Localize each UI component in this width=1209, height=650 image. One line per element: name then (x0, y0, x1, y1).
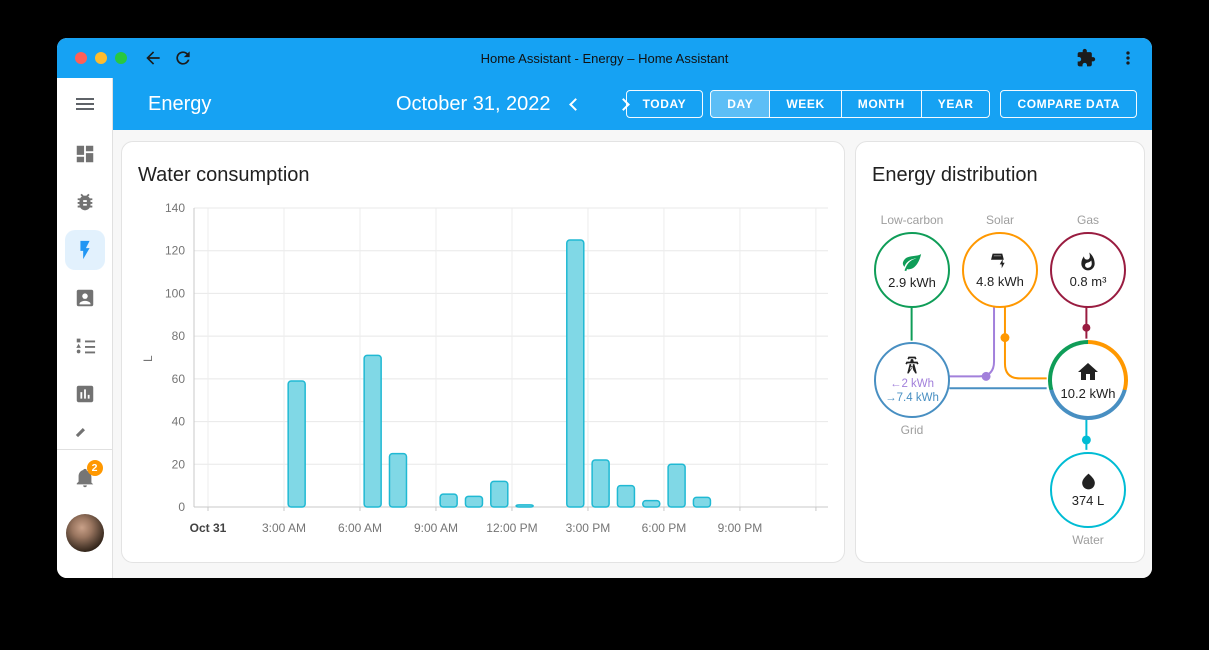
browser-tab-title: Home Assistant - Energy – Home Assistant (480, 50, 729, 66)
water-drop-icon (1081, 473, 1095, 490)
home-icon (1078, 362, 1098, 380)
maximize-window-button[interactable] (115, 52, 127, 64)
energy-flash-icon (79, 240, 90, 260)
sidebar-item-developer-tools[interactable] (57, 428, 113, 442)
water-label: Water (1072, 533, 1104, 547)
water-node: 374 L (1050, 452, 1126, 528)
previous-period-button[interactable] (564, 92, 588, 116)
logbook-list-icon (75, 338, 95, 354)
bug-icon (77, 193, 92, 211)
svg-text:60: 60 (172, 372, 186, 386)
solar-label: Solar (985, 213, 1014, 227)
solar-value: 4.8 kWh (976, 274, 1024, 289)
svg-text:0: 0 (178, 500, 185, 514)
window-controls (75, 52, 127, 64)
browser-back-icon[interactable] (143, 48, 163, 68)
energy-distribution-card: Energy distribution Low-car (855, 141, 1145, 563)
compare-data-button[interactable]: COMPARE DATA (1000, 90, 1137, 118)
svg-text:L: L (141, 355, 155, 362)
grid-label: Grid (900, 423, 924, 437)
today-button[interactable]: TODAY (625, 90, 704, 118)
sidebar-item-logbook[interactable] (57, 322, 113, 370)
account-box-icon (76, 289, 93, 307)
grid-consumption-value: →7.4 kWh (885, 392, 939, 404)
svg-text:40: 40 (172, 415, 186, 429)
gas-value: 0.8 m³ (1069, 273, 1107, 289)
gas-node: 0.8 m³ (1050, 232, 1126, 308)
extensions-puzzle-icon[interactable] (1076, 48, 1096, 68)
grid-return-value: ←2 kWh (889, 378, 935, 390)
svg-text:12:00 PM: 12:00 PM (486, 521, 537, 535)
chevron-left-icon (569, 97, 582, 111)
user-avatar[interactable] (65, 514, 104, 552)
svg-text:9:00 AM: 9:00 AM (414, 521, 458, 535)
history-chart-box-icon (76, 385, 93, 403)
page-title: Energy (148, 93, 212, 115)
svg-text:3:00 PM: 3:00 PM (566, 521, 611, 535)
tab-week[interactable]: WEEK (770, 91, 842, 117)
water-consumption-card: Water consumption 0 20 40 60 80 100 120 140 Oct … (121, 141, 845, 563)
svg-text:3:00 AM: 3:00 AM (262, 521, 306, 535)
water-consumption-chart: 0 20 40 60 80 100 120 140 Oct 31 3:00 AM 6:00 AM 9:… (138, 194, 830, 551)
tab-month[interactable]: MONTH (842, 91, 922, 117)
browser-window: Home Assistant - Energy – Home Assistant (57, 38, 1152, 578)
sidebar-item-dashboard[interactable] (57, 130, 113, 178)
sidebar: 2 (57, 78, 113, 578)
sidebar-item-bug[interactable] (57, 178, 113, 226)
close-window-button[interactable] (75, 52, 87, 64)
svg-text:80: 80 (172, 329, 186, 343)
selected-date: October 31, 2022 (396, 92, 551, 115)
notifications-button[interactable]: 2 (57, 454, 113, 502)
energy-flow-diagram: Low-carbon Solar Gas 2.9 kWh 4.8 kWh 0.8… (856, 142, 1144, 562)
notification-count-badge: 2 (86, 460, 103, 476)
main-content: Water consumption 0 20 40 60 80 100 120 140 Oct … (113, 130, 1152, 578)
view-dashboard-icon (76, 145, 93, 163)
browser-menu-dots-icon[interactable] (1118, 48, 1138, 68)
svg-text:20: 20 (172, 457, 186, 471)
gas-label: Gas (1076, 213, 1099, 227)
solar-power-icon (990, 253, 1005, 269)
low-carbon-node: 2.9 kWh (874, 232, 950, 308)
energy-flow-lines (910, 306, 1091, 450)
energy-distribution-title: Energy distribution (872, 164, 1038, 186)
water-value: 374 L (1071, 493, 1105, 508)
sidebar-item-media[interactable] (57, 274, 113, 322)
svg-text:9:00 PM: 9:00 PM (718, 521, 763, 535)
svg-text:6:00 PM: 6:00 PM (642, 521, 687, 535)
sidebar-divider (57, 449, 112, 450)
home-value: 10.2 kWh (1060, 385, 1116, 401)
fire-icon (1081, 252, 1095, 270)
selected-item-highlight (64, 230, 105, 270)
browser-chrome-bar: Home Assistant - Energy – Home Assistant (57, 38, 1152, 78)
leaf-icon (902, 253, 922, 271)
solar-node: 4.8 kWh (962, 232, 1038, 308)
app-header: Energy October 31, 2022 TODAY DAY WEEK M… (113, 78, 1152, 130)
minimize-window-button[interactable] (95, 52, 107, 64)
tab-year[interactable]: YEAR (922, 91, 990, 117)
svg-text:120: 120 (165, 244, 185, 258)
sidebar-item-energy[interactable] (57, 226, 113, 274)
sidebar-item-history[interactable] (57, 370, 113, 418)
hammer-icon-partial (75, 428, 85, 438)
svg-text:140: 140 (165, 201, 185, 215)
svg-text:6:00 AM: 6:00 AM (338, 521, 382, 535)
grid-node: ←2 kWh →7.4 kWh (874, 342, 950, 418)
home-node: 10.2 kWh (1048, 340, 1128, 420)
low-carbon-value: 2.9 kWh (888, 274, 936, 290)
svg-text:Oct 31: Oct 31 (190, 521, 227, 535)
low-carbon-label: Low-carbon (880, 213, 944, 227)
svg-text:100: 100 (165, 286, 185, 300)
sidebar-menu-button[interactable] (57, 78, 112, 130)
tab-day[interactable]: DAY (711, 91, 771, 117)
transmission-tower-icon (905, 356, 919, 374)
range-tab-group: DAY WEEK MONTH YEAR (710, 90, 991, 118)
water-chart-title: Water consumption (138, 164, 310, 186)
hamburger-menu-icon (75, 98, 94, 110)
